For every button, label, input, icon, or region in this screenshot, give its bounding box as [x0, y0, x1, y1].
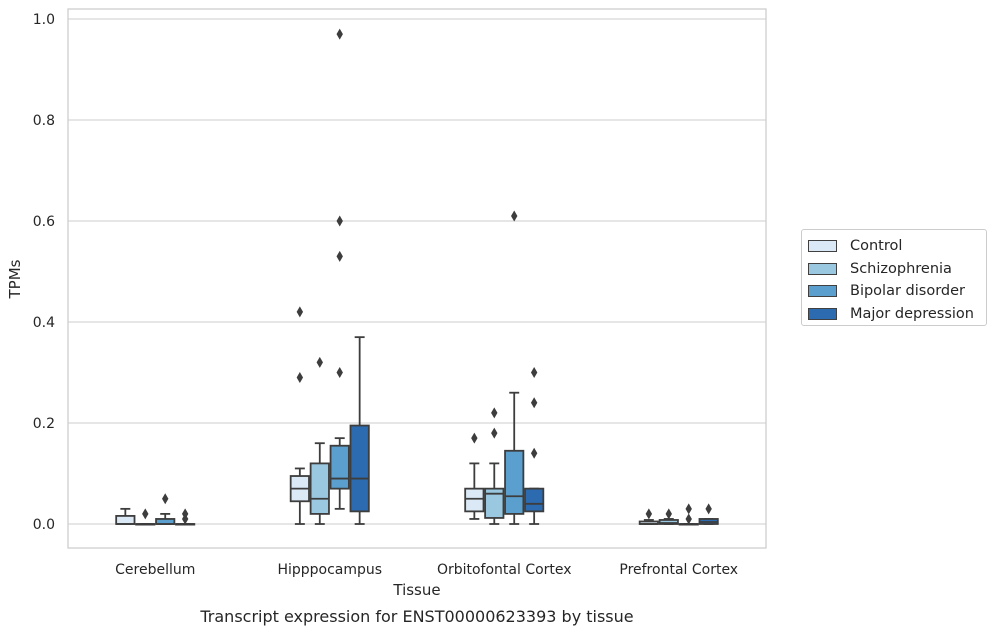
box-body [349, 424, 370, 513]
y-tick-label: 0.0 [33, 517, 55, 533]
outlier-point [296, 306, 304, 318]
legend-swatch [808, 307, 837, 320]
box-schizophrenia [135, 508, 156, 526]
legend-item: Schizophrenia [808, 258, 986, 281]
box-major-depression [524, 367, 545, 525]
legend-label: Control [850, 238, 903, 255]
box-bipolar-disorder [155, 493, 176, 525]
chart-caption: Transcript expression for ENST0000062339… [199, 607, 633, 626]
y-tick-label: 0.4 [33, 315, 55, 331]
box-major-depression [698, 503, 719, 525]
outlier-point [645, 508, 653, 520]
legend-item: Bipolar disorder [808, 280, 986, 303]
legend: Control Schizophrenia Bipolar disorder Majo… [801, 229, 987, 326]
outlier-point [336, 367, 343, 378]
y-tick-label: 1.0 [33, 12, 55, 28]
box-bipolar-disorder [678, 503, 699, 526]
box-bipolar-disorder [329, 28, 350, 510]
legend-label: Schizophrenia [850, 260, 952, 277]
legend-item: Control [808, 235, 986, 258]
legend-swatch [808, 285, 837, 298]
box-body [115, 515, 136, 525]
outlier-point [530, 447, 538, 459]
outlier-point [162, 493, 169, 505]
outlier-point [530, 367, 538, 378]
box-body [309, 462, 330, 515]
legend-label: Major depression [850, 305, 974, 322]
legend-label: Bipolar disorder [850, 283, 965, 300]
y-tick-label: 0.6 [33, 214, 55, 230]
outlier-point [665, 508, 672, 520]
box-control [115, 507, 136, 525]
outlier-point [296, 372, 304, 384]
outlier-point [181, 508, 189, 520]
outlier-point [511, 210, 518, 222]
box-body [329, 444, 350, 490]
box-body [484, 487, 505, 519]
y-tick-label: 0.2 [33, 416, 55, 432]
grid-lines [68, 18, 766, 525]
x-tick-label: Prefrontal Cortex [619, 562, 738, 578]
outlier-point [336, 28, 343, 40]
x-tick-labels: Cerebellum Hipppocampus Orbitofontal Corte… [115, 562, 738, 578]
outlier-point [336, 215, 343, 227]
box-body [504, 449, 525, 515]
outlier-point [336, 250, 343, 262]
legend-item: Major depression [808, 303, 986, 326]
box-body [524, 487, 545, 513]
x-tick-label: Hipppocampus [277, 562, 382, 578]
box-layer [115, 28, 719, 526]
box-control [464, 432, 485, 520]
box-control [638, 508, 659, 525]
box-bipolar-disorder [504, 210, 525, 525]
y-tick-label: 0.8 [33, 113, 55, 129]
box-body [658, 519, 679, 525]
outlier-point [705, 503, 712, 515]
box-body [464, 487, 485, 513]
box-schizophrenia [309, 356, 330, 525]
outlier-point [142, 508, 149, 520]
legend-swatch [808, 262, 837, 275]
box-major-depression [349, 336, 370, 525]
y-axis-label: TPMs [6, 259, 24, 299]
x-axis-label: Tissue [392, 581, 440, 599]
box-major-depression [175, 508, 196, 526]
box-control [289, 306, 310, 525]
outlier-point [530, 397, 538, 409]
outlier-point [316, 356, 323, 368]
box-schizophrenia [484, 407, 505, 525]
box-schizophrenia [658, 508, 679, 525]
outlier-point [491, 427, 498, 439]
outlier-point [471, 432, 478, 444]
plot-frame [67, 8, 767, 549]
outlier-point [685, 513, 692, 525]
y-tick-labels: 0.0 0.2 0.4 0.6 0.8 1.0 [33, 12, 55, 533]
x-tick-label: Cerebellum [115, 562, 195, 578]
legend-swatch [808, 240, 837, 253]
outlier-point [685, 503, 692, 515]
x-tick-label: Orbitofontal Cortex [437, 562, 572, 578]
outlier-point [491, 407, 498, 419]
